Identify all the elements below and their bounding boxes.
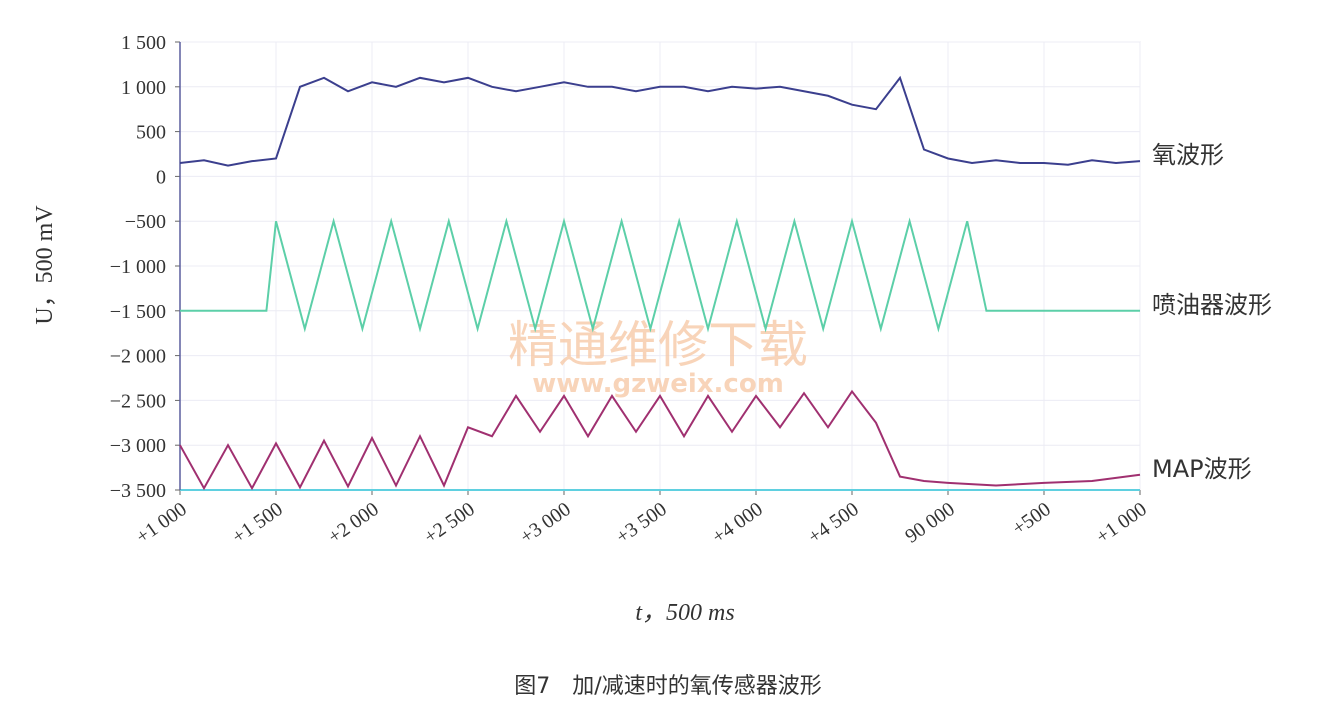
x-tick-label: +2 000 — [324, 498, 383, 548]
watermark-url: www.gzweix.com — [532, 369, 784, 399]
y-tick-label: 1 500 — [121, 32, 166, 54]
x-tick-label: +500 — [1008, 498, 1054, 540]
series-line — [180, 217, 1140, 333]
watermark-title: 精通维修下载 — [508, 316, 808, 374]
x-tick-label: +3 500 — [612, 498, 671, 548]
x-tick-label: 90 000 — [901, 498, 959, 548]
y-tick-label: −2 000 — [110, 346, 166, 368]
legend-label: 氧波形 — [1152, 141, 1224, 169]
y-tick-label: −3 500 — [110, 480, 166, 502]
legend-label: 喷油器波形 — [1152, 291, 1272, 319]
y-tick-label: −2 500 — [110, 390, 166, 412]
series-line — [179, 389, 1141, 491]
y-tick-label: −3 000 — [110, 435, 166, 457]
x-axis-label: t，500 ms — [635, 600, 734, 626]
x-tick-label: +4 500 — [804, 498, 863, 548]
y-tick-label: −1 000 — [110, 256, 166, 278]
y-tick-label: 0 — [156, 166, 166, 188]
x-tick-label: +3 000 — [516, 498, 575, 548]
x-tick-label: +1 500 — [228, 498, 287, 548]
y-tick-label: −500 — [125, 211, 166, 233]
series-line — [179, 75, 1141, 167]
caption: 图7 加/减速时的氧传感器波形 — [514, 674, 821, 699]
y-tick-label: 1 000 — [121, 77, 166, 99]
x-tick-label: +1 000 — [132, 498, 191, 548]
y-tick-label: 500 — [136, 122, 166, 144]
x-tick-label: +4 000 — [708, 498, 767, 548]
y-tick-label: −1 500 — [110, 301, 166, 323]
x-tick-label: +2 500 — [420, 498, 479, 548]
x-tick-label: +1 000 — [1092, 498, 1151, 548]
legend-label: MAP波形 — [1152, 455, 1252, 483]
y-axis-label: U，500 mV — [32, 205, 58, 325]
